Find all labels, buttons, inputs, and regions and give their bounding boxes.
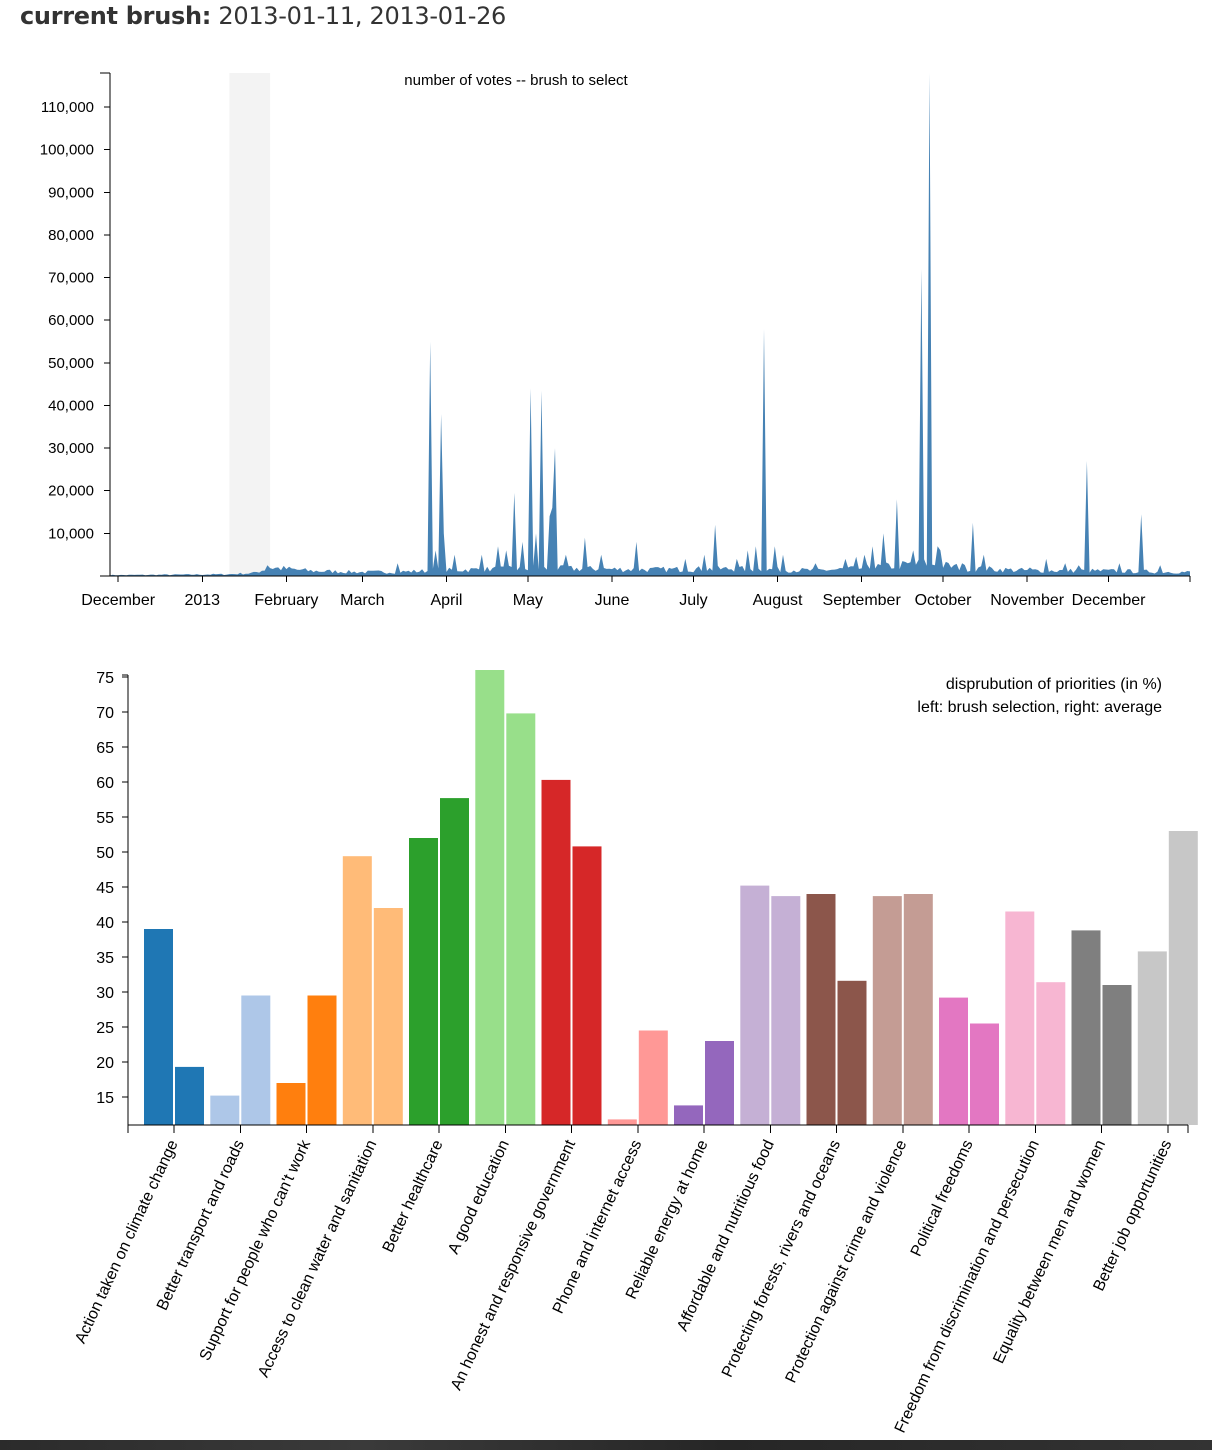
bar-average xyxy=(241,995,271,1125)
votes-y-axis: 10,000 20,000 30,000 40,000 50,000 60,000 70,0… xyxy=(40,72,111,576)
category-label: Equality between men and women xyxy=(990,1138,1109,1367)
x-tick-label: May xyxy=(513,592,543,609)
y-tick-label: 15 xyxy=(96,1090,114,1107)
category-label: An honest and responsive government xyxy=(448,1137,579,1393)
bar-average xyxy=(506,713,536,1125)
y-tick-label: 90,000 xyxy=(48,184,94,201)
x-tick-label: February xyxy=(254,592,318,609)
votes-chart-title: number of votes -- brush to select xyxy=(404,72,628,89)
category-label: Protecting forests, rivers and oceans xyxy=(719,1138,844,1381)
bar-average xyxy=(1036,982,1066,1125)
x-tick-label: November xyxy=(990,592,1064,609)
y-tick-label: 20,000 xyxy=(48,483,94,500)
category-label: Better job opportunities xyxy=(1090,1138,1175,1294)
category-label: Access to clean water and sanitation xyxy=(255,1138,380,1381)
bar-brush xyxy=(674,1105,703,1125)
bar-brush xyxy=(541,779,571,1125)
x-tick-label: April xyxy=(430,592,462,609)
bar-average xyxy=(705,1041,734,1125)
x-tick-label: March xyxy=(340,592,384,609)
priorities-bar-chart: 15 20 25 30 35 40 45 50 55 60 65 70 75 Action taken … xyxy=(72,670,1198,1436)
category-label: Action taken on climate change xyxy=(72,1137,181,1346)
y-tick-label: 25 xyxy=(96,1020,114,1037)
y-tick-label: 80,000 xyxy=(48,227,94,244)
brush-dates: 2013-01-11, 2013-01-26 xyxy=(218,2,507,30)
y-tick-label: 40,000 xyxy=(48,397,94,414)
x-tick-label: August xyxy=(753,592,803,609)
bar-brush xyxy=(276,1083,306,1125)
current-brush-header: current brush: 2013-01-11, 2013-01-26 xyxy=(20,2,506,30)
x-tick-label: September xyxy=(823,592,902,609)
y-tick-label: 100,000 xyxy=(40,142,94,159)
bar-brush xyxy=(607,1119,637,1125)
bar-brush xyxy=(872,896,902,1125)
category-label: Support for people who can't work xyxy=(197,1137,315,1364)
bar-brush xyxy=(210,1095,240,1125)
y-tick-label: 50 xyxy=(96,845,114,862)
y-tick-label: 60 xyxy=(96,775,114,792)
bar-average xyxy=(307,995,337,1125)
x-tick-label: 2013 xyxy=(184,592,220,609)
bar-brush xyxy=(144,929,173,1125)
priority-bars xyxy=(144,670,1198,1125)
bar-brush xyxy=(806,894,836,1125)
brush-label: current brush: xyxy=(20,2,212,30)
bar-brush xyxy=(409,838,438,1125)
bar-average xyxy=(903,894,933,1125)
votes-area-series xyxy=(110,73,1190,576)
bar-average xyxy=(572,846,602,1125)
x-tick-label: July xyxy=(679,592,707,609)
bar-average xyxy=(1168,831,1198,1125)
votes-x-axis: December 2013 February March April May June Jul… xyxy=(81,575,1191,609)
bar-average xyxy=(638,1030,668,1125)
y-tick-label: 50,000 xyxy=(48,355,94,372)
votes-area-chart[interactable]: 10,000 20,000 30,000 40,000 50,000 60,000 70,0… xyxy=(0,0,1212,630)
x-tick-label: June xyxy=(595,592,630,609)
y-tick-label: 70 xyxy=(96,705,114,722)
y-tick-label: 20 xyxy=(96,1055,114,1072)
bar-brush xyxy=(1005,911,1035,1125)
bar-brush xyxy=(1137,951,1167,1125)
bottom-edge-strip xyxy=(0,1440,1212,1450)
bar-average xyxy=(970,1023,999,1125)
y-tick-label: 75 xyxy=(96,670,114,687)
y-tick-label: 70,000 xyxy=(48,270,94,287)
x-tick-label: December xyxy=(81,592,155,609)
bar-average xyxy=(771,896,801,1125)
bar-brush xyxy=(475,670,505,1125)
x-tick-label: December xyxy=(1072,592,1146,609)
y-tick-label: 45 xyxy=(96,880,114,897)
bar-average xyxy=(837,980,867,1125)
category-label: Protection against crime and violence xyxy=(783,1137,911,1385)
bar-average xyxy=(373,908,403,1125)
bar-average xyxy=(440,798,469,1125)
bar-brush xyxy=(740,885,770,1125)
category-label: Better healthcare xyxy=(380,1137,447,1255)
y-tick-label: 30 xyxy=(96,985,114,1002)
y-tick-label: 55 xyxy=(96,810,114,827)
votes-plot-area[interactable] xyxy=(110,73,1190,576)
priorities-chart-subtitle: left: brush selection, right: average xyxy=(917,699,1162,716)
category-label: Freedom from discrimination and persecut… xyxy=(892,1138,1043,1436)
y-tick-label: 110,000 xyxy=(41,99,94,116)
category-label: A good education xyxy=(445,1138,513,1257)
priorities-chart-title: disprubution of priorities (in %) xyxy=(946,676,1162,693)
y-tick-label: 10,000 xyxy=(48,525,94,542)
y-tick-label: 60,000 xyxy=(48,312,94,329)
y-tick-label: 65 xyxy=(96,740,114,757)
y-tick-label: 35 xyxy=(96,950,114,967)
bar-brush xyxy=(939,997,968,1125)
bar-brush xyxy=(342,856,372,1125)
brush-selection[interactable] xyxy=(229,73,271,576)
priorities-y-axis: 15 20 25 30 35 40 45 50 55 60 65 70 75 xyxy=(96,670,129,1125)
category-label: Political freedoms xyxy=(908,1138,977,1260)
bar-brush xyxy=(1071,930,1101,1125)
y-tick-label: 40 xyxy=(96,915,114,932)
y-tick-label: 30,000 xyxy=(48,440,94,457)
bar-average xyxy=(1102,985,1132,1125)
x-tick-label: October xyxy=(915,592,973,609)
bar-average xyxy=(175,1066,204,1125)
